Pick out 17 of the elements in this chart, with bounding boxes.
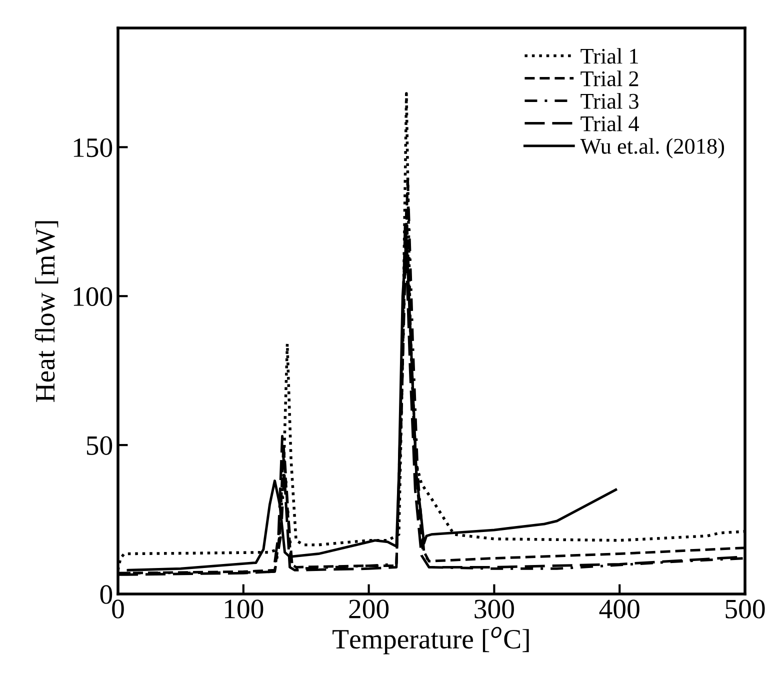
legend-label: Trial 2 [580,70,638,86]
y-tick-label: 150 [74,138,112,158]
legend-label: Trial 4 [580,116,639,132]
legend-label: Trial 1 [580,48,638,64]
x-tick-label: 400 [599,600,640,618]
y-tick-label: 50 [86,436,112,455]
y-axis-title: Heat flow [mW] [34,221,58,402]
legend-label: Wu et.al. (2018) [580,138,724,158]
x-tick-label: 300 [474,600,514,618]
x-tick-label: 0 [112,600,124,618]
x-tick-label: 500 [726,600,765,618]
x-tick-label: 100 [225,600,264,618]
x-tick-label: 200 [349,600,389,618]
y-tick-label: 100 [74,287,112,306]
y-tick-label: 0 [100,585,112,604]
legend-label: Trial 3 [580,93,638,109]
x-axis-title: Temperature [$^{o}$C] [332,626,529,654]
